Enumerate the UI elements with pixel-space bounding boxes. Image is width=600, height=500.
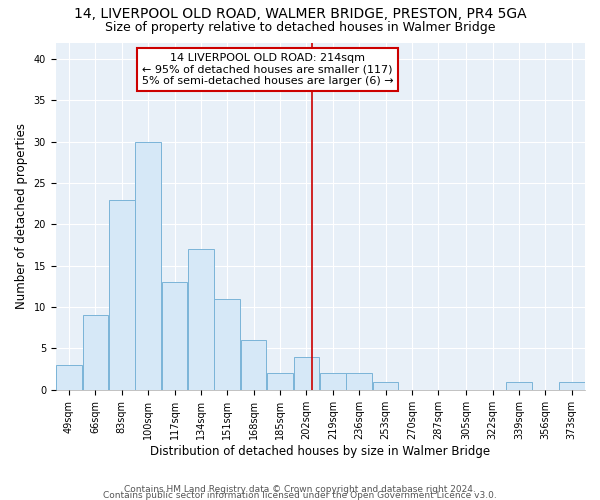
Bar	[267, 374, 293, 390]
Bar	[506, 382, 532, 390]
Bar	[373, 382, 398, 390]
Text: 14 LIVERPOOL OLD ROAD: 214sqm
← 95% of detached houses are smaller (117)
5% of s: 14 LIVERPOOL OLD ROAD: 214sqm ← 95% of d…	[142, 53, 393, 86]
Bar	[136, 142, 161, 390]
Bar	[320, 374, 346, 390]
Bar	[109, 200, 134, 390]
Bar	[346, 374, 372, 390]
Bar	[188, 250, 214, 390]
Bar	[56, 365, 82, 390]
Bar	[161, 282, 187, 390]
Bar	[83, 316, 108, 390]
Text: Contains HM Land Registry data © Crown copyright and database right 2024.: Contains HM Land Registry data © Crown c…	[124, 485, 476, 494]
Bar	[293, 357, 319, 390]
Text: Size of property relative to detached houses in Walmer Bridge: Size of property relative to detached ho…	[105, 21, 495, 34]
Text: 14, LIVERPOOL OLD ROAD, WALMER BRIDGE, PRESTON, PR4 5GA: 14, LIVERPOOL OLD ROAD, WALMER BRIDGE, P…	[74, 8, 526, 22]
Text: Contains public sector information licensed under the Open Government Licence v3: Contains public sector information licen…	[103, 491, 497, 500]
Bar	[241, 340, 266, 390]
Bar	[214, 299, 240, 390]
Bar	[559, 382, 584, 390]
Y-axis label: Number of detached properties: Number of detached properties	[15, 123, 28, 309]
X-axis label: Distribution of detached houses by size in Walmer Bridge: Distribution of detached houses by size …	[151, 444, 490, 458]
